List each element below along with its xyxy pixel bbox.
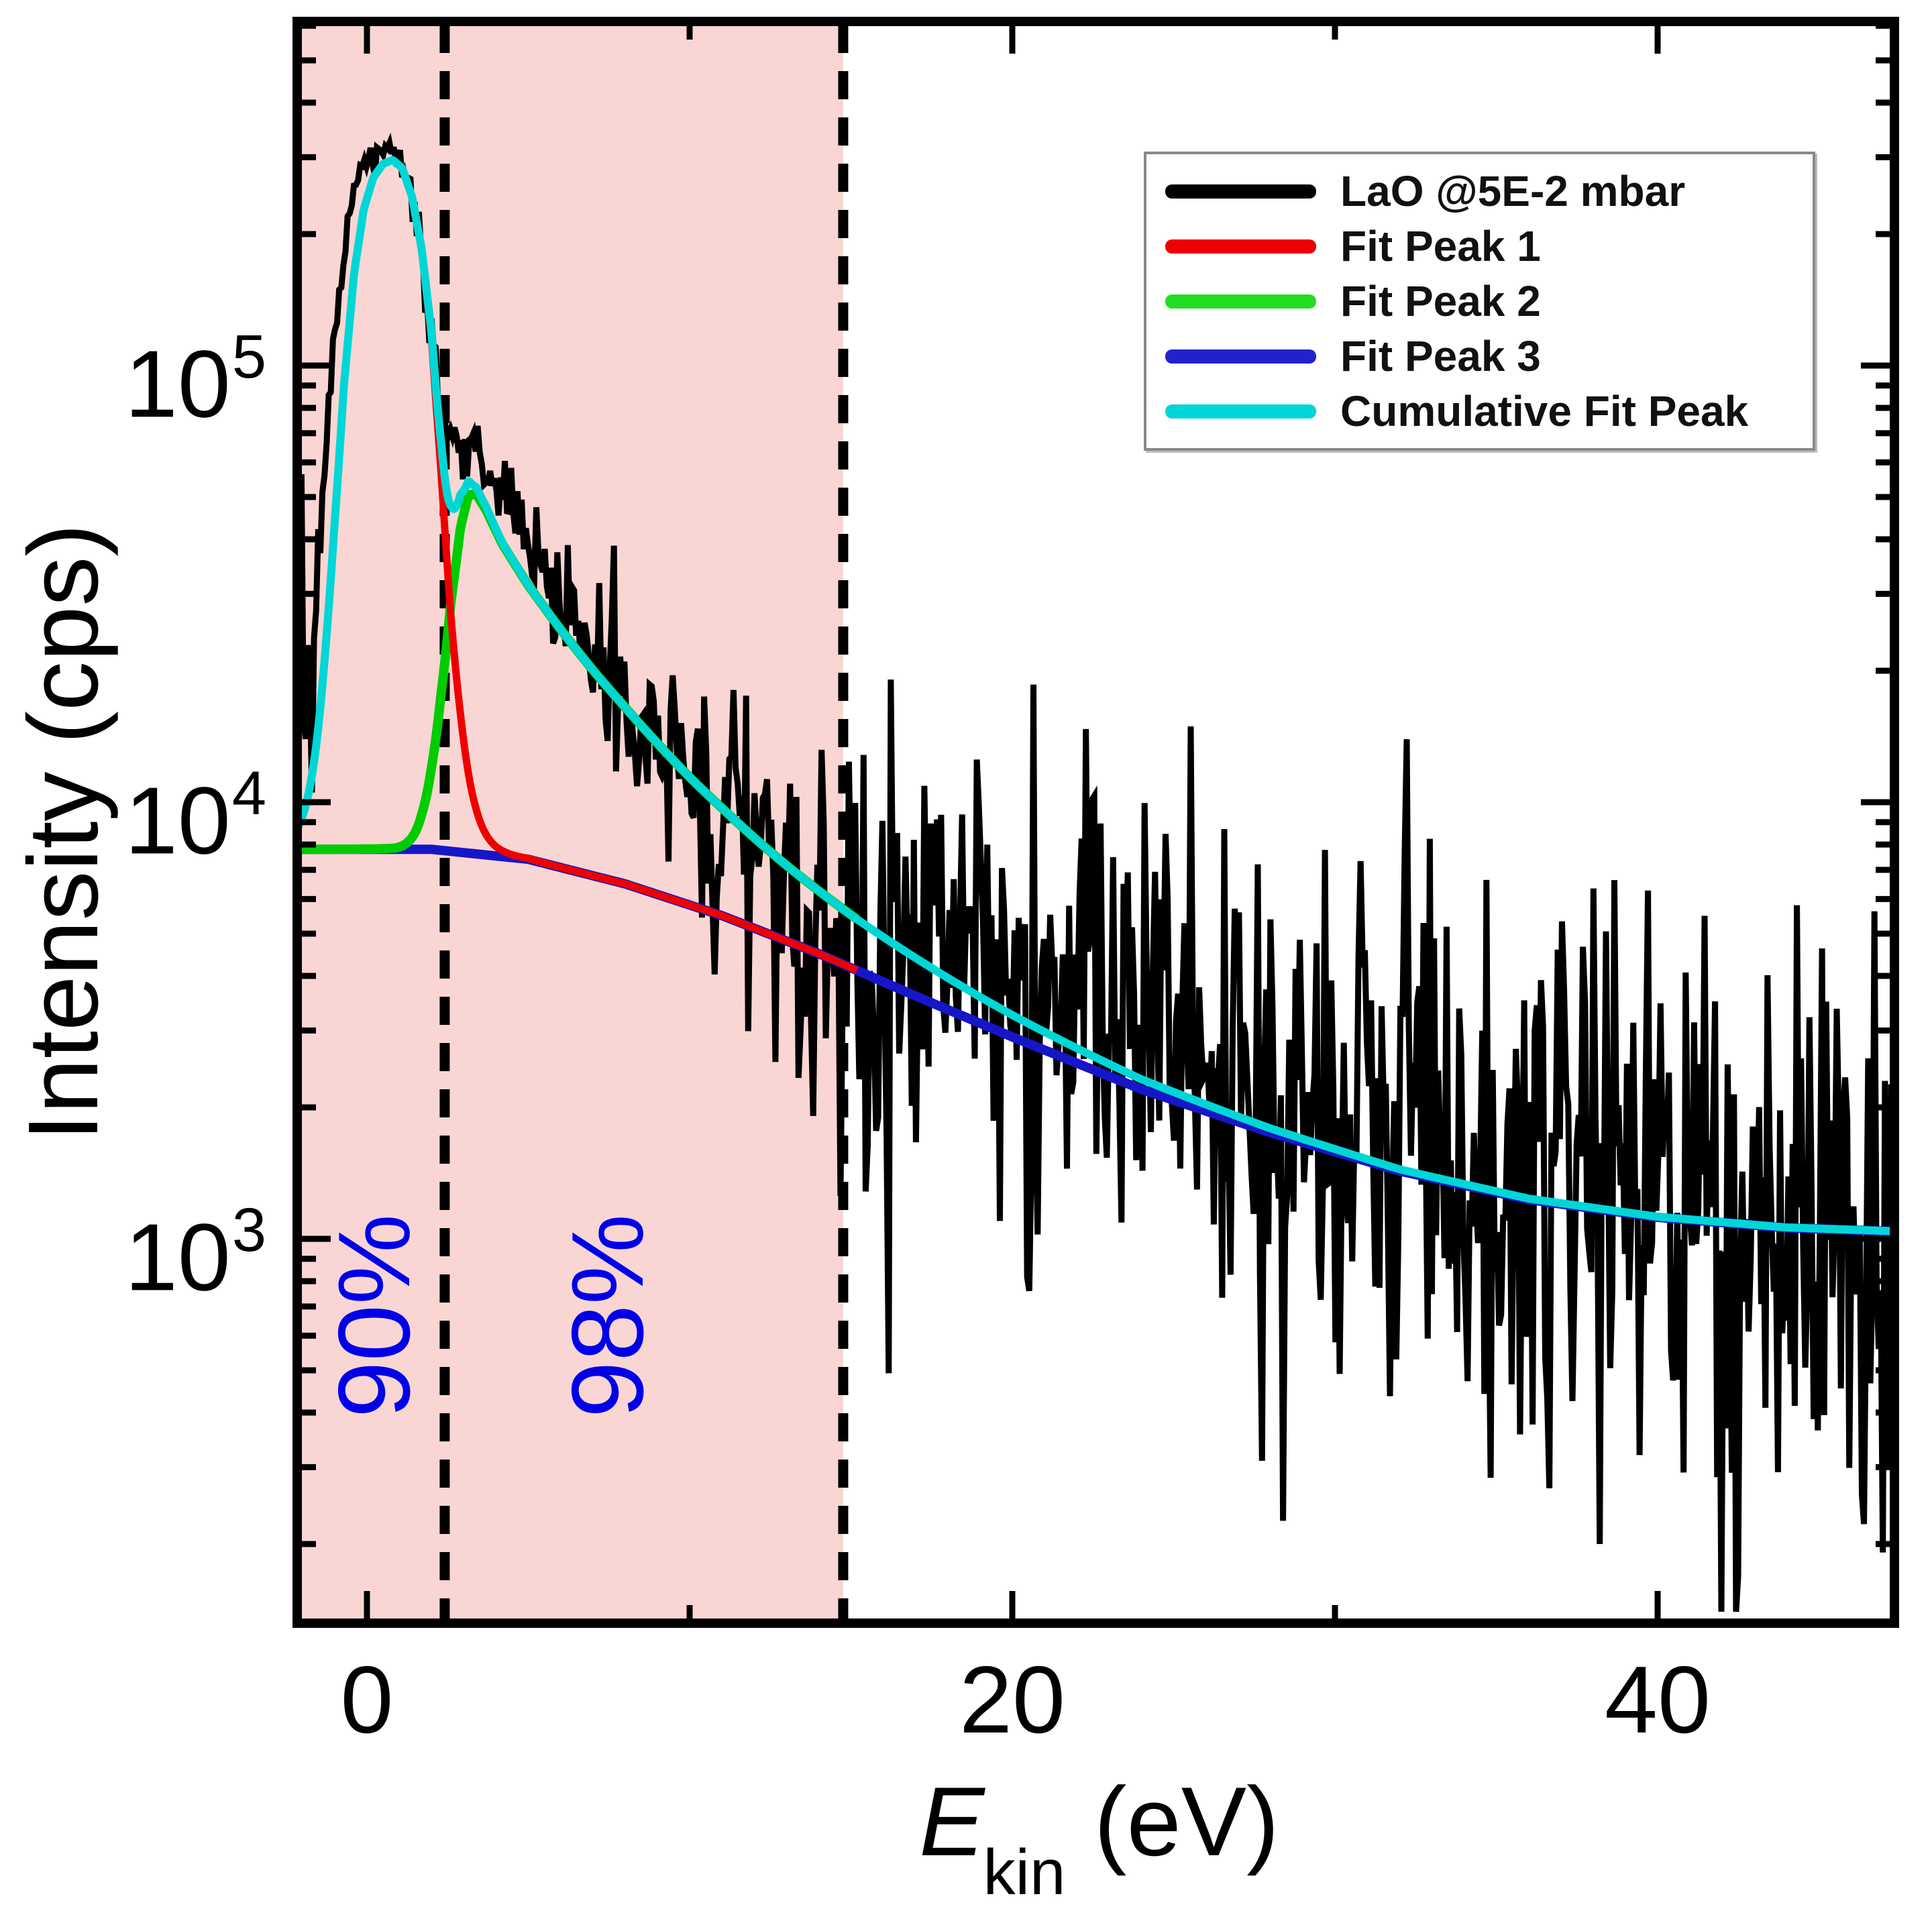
legend-line-black-icon	[1165, 184, 1316, 199]
x-tick-label-0: 0	[340, 1647, 394, 1753]
region-label-90pct: 90%	[317, 1213, 431, 1419]
legend-line-red-icon	[1165, 239, 1316, 254]
legend-line-cyan-icon	[1165, 404, 1316, 419]
series-path-cumulative-fit	[297, 156, 1894, 1235]
legend-row-peak1: Fit Peak 1	[1165, 219, 1813, 273]
legend: LaO @5E-2 mbar Fit Peak 1 Fit Peak 2 Fit…	[1144, 152, 1815, 451]
legend-row-cumulative: Cumulative Fit Peak	[1165, 384, 1813, 438]
legend-label-peak1: Fit Peak 1	[1340, 222, 1541, 270]
legend-label-peak2: Fit Peak 2	[1340, 277, 1541, 325]
y-tick-label-1e4: 104	[124, 759, 266, 875]
legend-line-blue-icon	[1165, 349, 1316, 364]
y-tick-label-1e5: 105	[124, 323, 266, 438]
y-axis-title: Intensity (cps)	[8, 523, 119, 1142]
legend-label-peak3: Fit Peak 3	[1340, 332, 1541, 380]
legend-label-data: LaO @5E-2 mbar	[1340, 167, 1686, 215]
legend-row-peak2: Fit Peak 2	[1165, 274, 1813, 328]
legend-label-cumulative: Cumulative Fit Peak	[1340, 387, 1749, 435]
legend-row-peak3: Fit Peak 3	[1165, 329, 1813, 383]
y-tick-label-1e3: 103	[124, 1196, 266, 1311]
x-tick-label-20: 20	[959, 1647, 1065, 1753]
x-axis-title: Ekin (eV)	[919, 1766, 1279, 1908]
legend-line-green-icon	[1165, 294, 1316, 309]
x-tick-label-40: 40	[1605, 1647, 1711, 1753]
legend-row-data: LaO @5E-2 mbar	[1165, 164, 1813, 218]
region-label-98pct: 98%	[551, 1213, 665, 1419]
